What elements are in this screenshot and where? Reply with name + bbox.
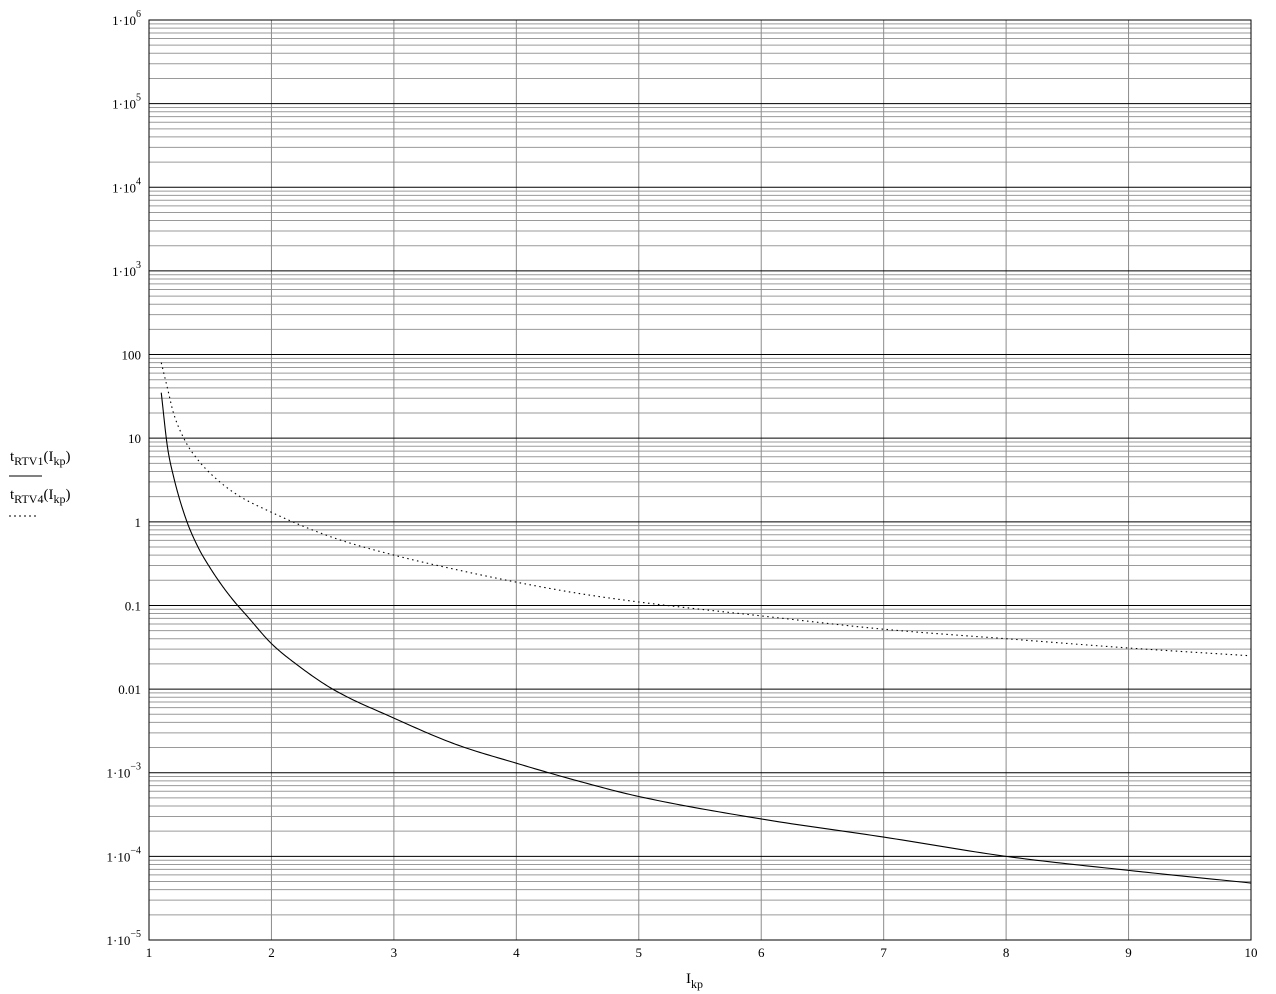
y-tick-label: 0.1 (125, 598, 141, 613)
y-tick-label: 1·103 (112, 260, 141, 279)
series-line-rtv1 (160, 392, 1252, 884)
y-tick-labels: 1·106 1·105 1·104 1·103 100 10 1 0.1 0.01 1·10−3 1… (107, 9, 141, 948)
series-line-rtv4 (160, 362, 1252, 657)
y-tick-label: 1·10−5 (107, 929, 141, 948)
x-tick-label: 3 (391, 945, 398, 960)
x-tick-label: 4 (513, 945, 520, 960)
x-axis-label: Ikp (686, 971, 703, 991)
y-tick-label: 1·104 (112, 176, 141, 195)
y-tick-label: 100 (122, 348, 142, 363)
legend-entry-rtv4: tRTV4(Ikp) (10, 487, 70, 506)
major-gridlines (149, 19, 1251, 941)
y-tick-label: 1 (135, 515, 142, 530)
y-tick-label: 0.01 (118, 682, 141, 697)
y-axis-legend: tRTV1(Ikp) tRTV4(Ikp) (9, 449, 70, 517)
plot-frame (148, 19, 1252, 941)
y-tick-label: 1·10−3 (107, 762, 141, 781)
series-layer (160, 362, 1252, 884)
x-tick-label: 5 (636, 945, 643, 960)
x-tick-label: 10 (1245, 945, 1258, 960)
legend-entry-rtv1: tRTV1(Ikp) (10, 449, 70, 468)
x-tick-label: 8 (1003, 945, 1010, 960)
y-tick-label: 1·10−4 (107, 845, 141, 864)
minor-gridlines (148, 20, 1252, 940)
y-tick-label: 1·105 (112, 93, 141, 112)
x-tick-label: 6 (758, 945, 765, 960)
x-tick-label: 7 (880, 945, 887, 960)
x-tick-label: 2 (268, 945, 275, 960)
y-tick-label: 10 (128, 431, 141, 446)
x-tick-label: 1 (146, 945, 153, 960)
x-tick-labels: 1 2 3 4 5 6 7 8 9 10 (146, 945, 1258, 960)
x-tick-label: 9 (1125, 945, 1132, 960)
y-tick-label: 1·106 (112, 9, 141, 28)
